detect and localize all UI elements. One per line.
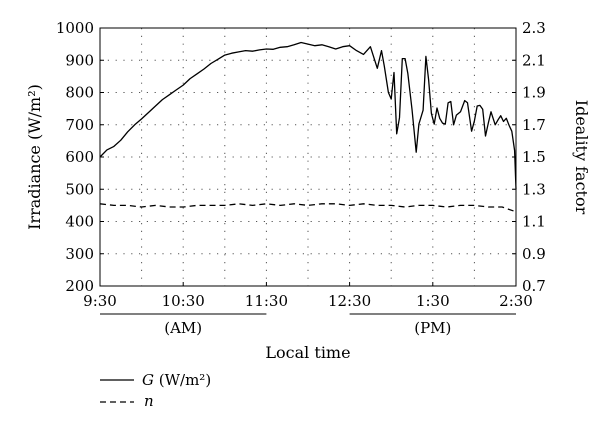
series-line-g bbox=[99, 41, 517, 190]
right-tick-label: 1.7 bbox=[522, 116, 546, 134]
legend-label-g: G (W/m²) bbox=[142, 371, 211, 389]
right-tick-label: 1.3 bbox=[522, 180, 546, 198]
right-axis-ticks: 0.7 0.9 1.1 1.3 1.5 1.7 1.9 2.1 2.3 bbox=[512, 19, 546, 295]
right-tick-label: 1.1 bbox=[522, 213, 546, 231]
x-axis-title: Local time bbox=[265, 343, 350, 362]
left-axis-ticks: 200 300 400 500 600 700 800 900 1000 bbox=[56, 19, 104, 295]
x-axis-ticks: 9:30 10:30 11:30 12:30 1:30 2:30 bbox=[83, 282, 533, 310]
left-tick-label: 500 bbox=[65, 180, 94, 198]
y-axis-title-left: Irradiance (W/m²) bbox=[25, 84, 44, 230]
right-tick-label: 0.9 bbox=[522, 245, 546, 263]
legend-label-n: n bbox=[144, 392, 154, 410]
legend-symbol-g: G bbox=[142, 371, 154, 389]
left-tick-label: 1000 bbox=[56, 19, 94, 37]
left-tick-label: 900 bbox=[65, 51, 94, 69]
x-tick-label: 12:30 bbox=[328, 292, 371, 310]
legend: G (W/m²) n bbox=[100, 371, 211, 410]
left-tick-label: 800 bbox=[65, 84, 94, 102]
left-tick-label: 300 bbox=[65, 245, 94, 263]
period-markers: (AM) (PM) bbox=[100, 313, 516, 337]
y-axis-title-right: Ideality factor bbox=[572, 100, 591, 215]
x-tick-label: 10:30 bbox=[162, 292, 205, 310]
left-tick-label: 400 bbox=[65, 213, 94, 231]
right-tick-label: 0.7 bbox=[522, 277, 546, 295]
period-label: (PM) bbox=[414, 319, 451, 337]
right-tick-label: 2.1 bbox=[522, 51, 546, 69]
right-tick-label: 1.9 bbox=[522, 84, 546, 102]
grid-lines bbox=[100, 28, 516, 286]
x-tick-label: 9:30 bbox=[83, 292, 117, 310]
x-tick-label: 11:30 bbox=[245, 292, 288, 310]
period-label: (AM) bbox=[164, 319, 202, 337]
left-tick-label: 700 bbox=[65, 116, 94, 134]
legend-unit-g: (W/m²) bbox=[154, 371, 211, 389]
left-tick-label: 200 bbox=[65, 277, 94, 295]
x-tick-label: 1:30 bbox=[416, 292, 450, 310]
right-tick-label: 1.5 bbox=[522, 148, 546, 166]
series-layer bbox=[99, 41, 517, 213]
right-tick-label: 2.3 bbox=[522, 19, 546, 37]
left-tick-label: 600 bbox=[65, 148, 94, 166]
x-tick-label: 2:30 bbox=[499, 292, 533, 310]
